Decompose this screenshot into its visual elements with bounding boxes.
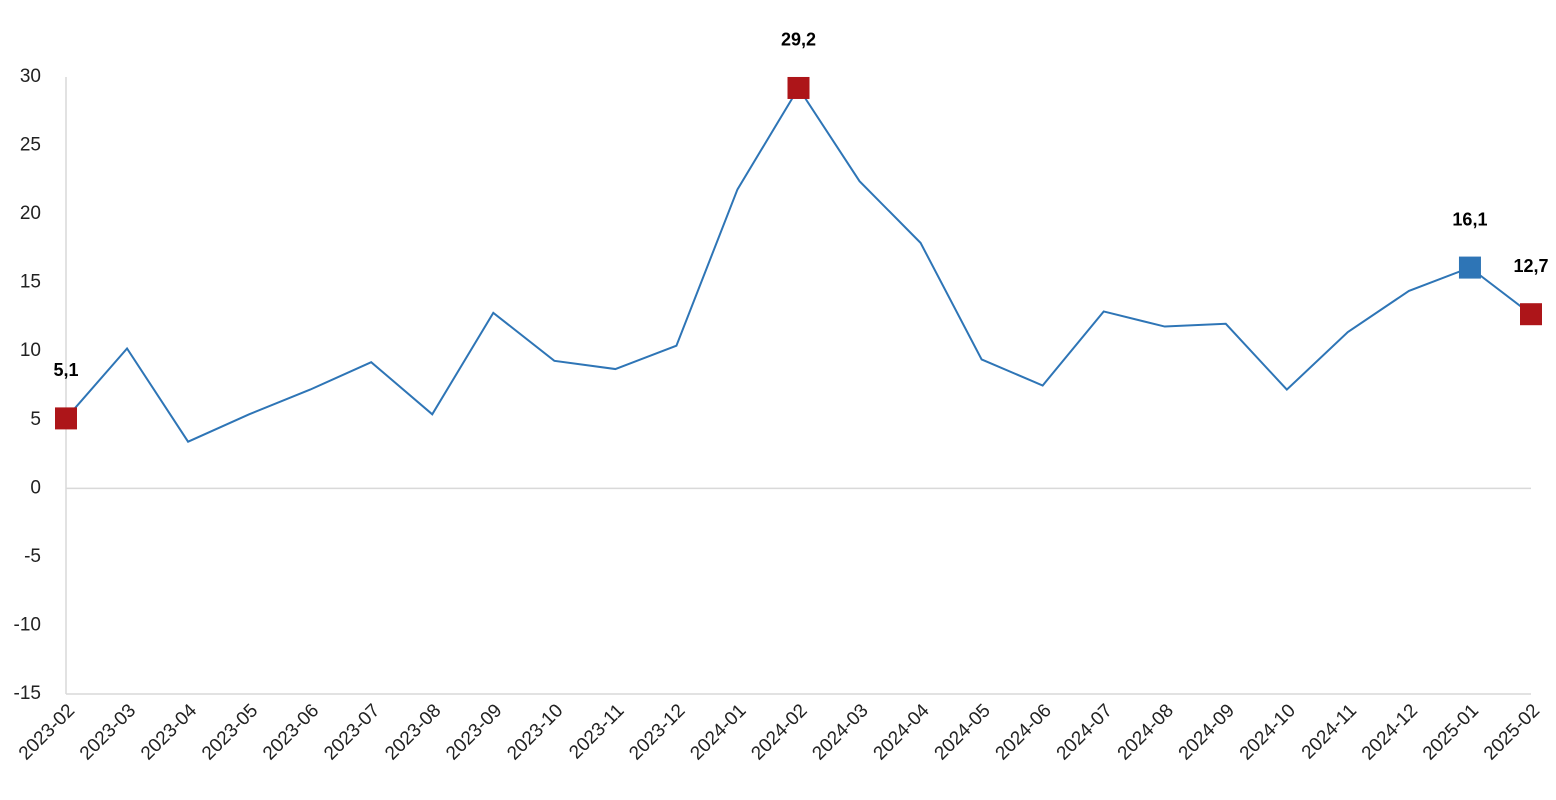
x-tick-label: 2023-12 — [625, 700, 689, 764]
x-tick-label: 2023-10 — [503, 700, 567, 764]
x-tick-label: 2024-07 — [1053, 700, 1117, 764]
x-tick-label: 2025-01 — [1419, 700, 1483, 764]
x-tick-label: 2024-02 — [747, 700, 811, 764]
y-tick-label: 25 — [20, 135, 41, 156]
y-tick-label: -10 — [14, 614, 41, 635]
x-tick-label: 2024-01 — [686, 700, 750, 764]
x-tick-label: 2024-12 — [1358, 700, 1422, 764]
y-tick-label: -5 — [24, 546, 41, 567]
x-tick-label: 2025-02 — [1480, 700, 1544, 764]
x-tick-label: 2023-09 — [442, 700, 506, 764]
x-tick-label: 2024-10 — [1236, 700, 1300, 764]
x-tick-label: 2024-05 — [931, 700, 995, 764]
x-tick-label: 2023-02 — [15, 700, 79, 764]
y-tick-label: 5 — [30, 409, 41, 430]
x-tick-label: 2024-09 — [1175, 700, 1239, 764]
x-tick-label: 2023-05 — [198, 700, 262, 764]
y-tick-label: 10 — [20, 340, 41, 361]
x-tick-label: 2024-03 — [808, 700, 872, 764]
y-tick-label: 20 — [20, 203, 41, 224]
marker — [1458, 256, 1481, 279]
y-tick-label: 15 — [20, 272, 41, 293]
data-label: 29,2 — [781, 30, 816, 50]
marker — [787, 76, 810, 99]
data-label: 5,1 — [53, 360, 78, 380]
y-tick-label: 30 — [20, 66, 41, 87]
x-tick-label: 2024-08 — [1114, 700, 1178, 764]
x-tick-label: 2023-04 — [137, 700, 201, 764]
data-line — [65, 86, 1532, 443]
x-tick-label: 2023-06 — [259, 700, 323, 764]
y-tick-label: -15 — [14, 683, 41, 704]
x-tick-label: 2024-04 — [870, 700, 934, 764]
y-tick-label: 0 — [30, 477, 41, 498]
data-label: 12,7 — [1513, 256, 1548, 276]
data-label: 16,1 — [1452, 209, 1487, 229]
x-tick-label: 2024-06 — [992, 700, 1056, 764]
marker — [55, 407, 77, 430]
x-tick-label: 2023-11 — [565, 700, 628, 763]
x-tick-label: 2024-11 — [1298, 700, 1361, 763]
x-tick-label: 2023-07 — [320, 700, 384, 764]
x-tick-label: 2023-03 — [76, 700, 140, 764]
marker — [1520, 303, 1542, 326]
x-tick-label: 2023-08 — [381, 700, 445, 764]
